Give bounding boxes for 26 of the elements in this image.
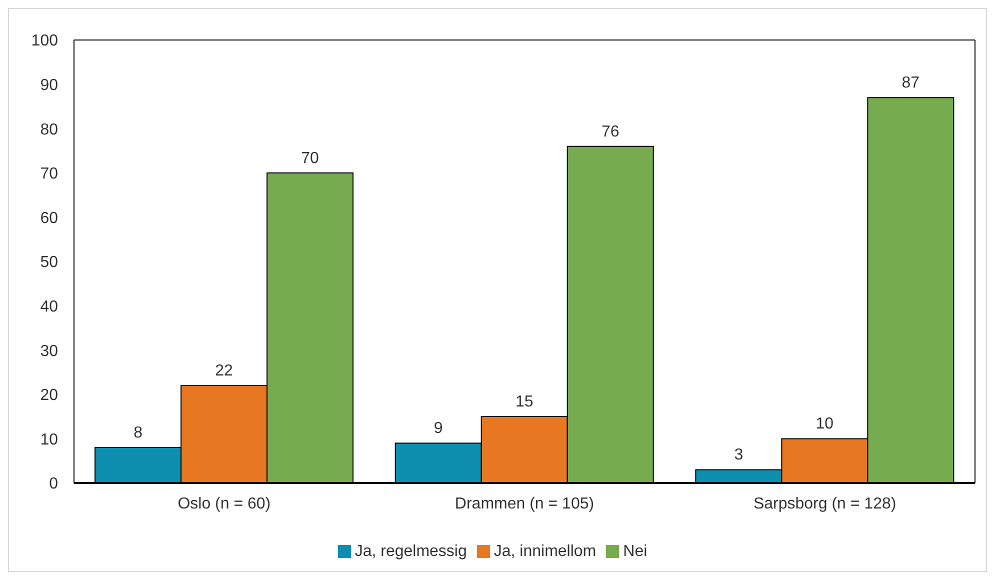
data-label: 3 (734, 446, 744, 464)
legend-label: Ja, regelmessig (354, 543, 467, 560)
y-tick-label: 10 (40, 431, 58, 448)
x-tick-label: Oslo (n = 60) (178, 495, 271, 512)
legend-label: Nei (623, 543, 648, 560)
y-tick-label: 80 (40, 121, 58, 138)
data-label: 10 (816, 416, 834, 433)
data-label: 15 (515, 394, 534, 411)
legend-label: Ja, innimellom (494, 543, 596, 560)
y-tick-label: 30 (40, 342, 58, 360)
y-tick-label: 0 (49, 476, 58, 493)
y-tick-label: 20 (40, 387, 58, 404)
y-tick-label: 50 (40, 254, 58, 272)
data-label: 9 (434, 420, 443, 438)
y-tick-label: 40 (40, 298, 58, 316)
data-label: 22 (215, 362, 234, 380)
y-tick-label: 90 (40, 76, 58, 94)
data-label: 8 (134, 424, 143, 442)
y-tick-label: 100 (31, 32, 58, 50)
y-tick-label: 70 (40, 166, 58, 183)
x-tick-label: Drammen (n = 105) (454, 495, 594, 512)
y-tick-label: 60 (40, 210, 58, 227)
data-label: 87 (902, 74, 920, 92)
data-label: 76 (601, 123, 620, 140)
x-tick-label: Sarpsborg (n = 128) (753, 495, 896, 512)
data-label: 70 (301, 150, 320, 167)
